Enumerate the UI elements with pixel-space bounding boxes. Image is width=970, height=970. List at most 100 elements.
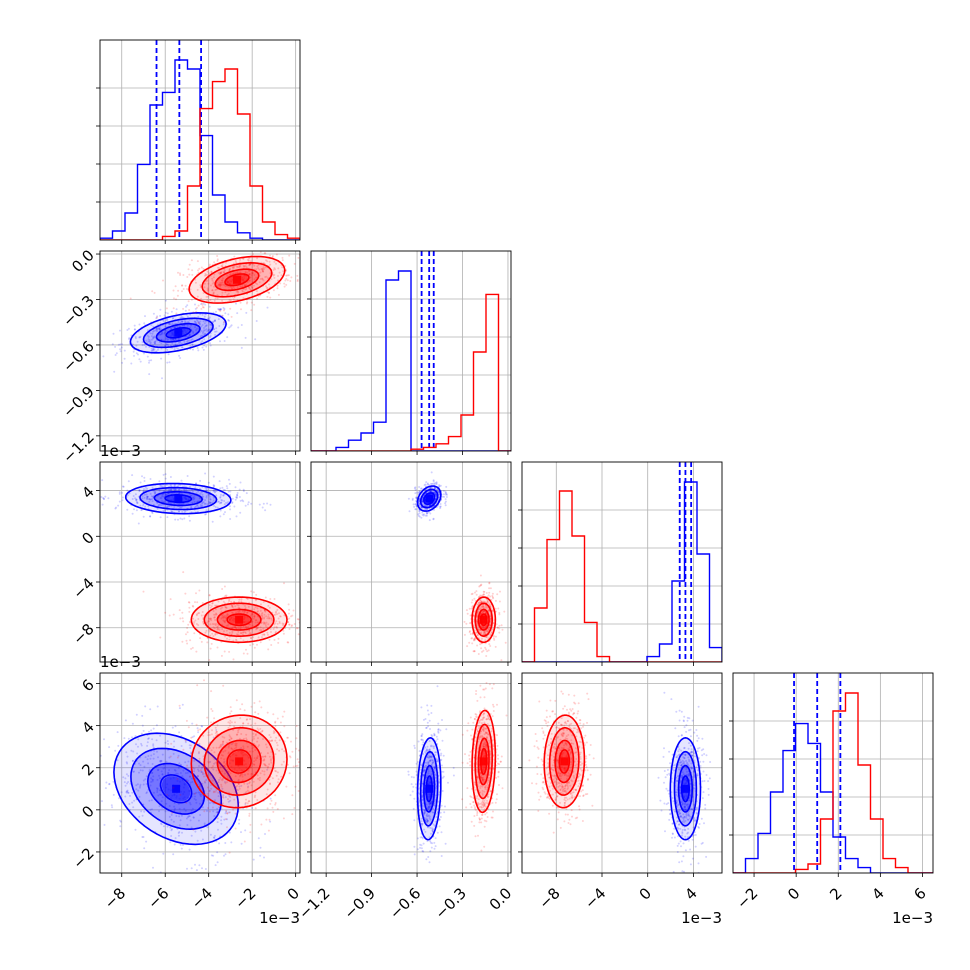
scatter-point [173, 843, 176, 846]
scatter-point [216, 861, 219, 864]
scatter-point [244, 265, 247, 268]
scatter-point [146, 497, 149, 500]
scatter-point [223, 321, 225, 323]
scatter-point [220, 271, 223, 273]
scatter-point [286, 641, 289, 644]
scatter-point [258, 700, 261, 703]
scatter-point [102, 497, 105, 499]
scatter-point [189, 345, 192, 348]
scatter-point [430, 471, 433, 474]
scatter-point [154, 492, 157, 494]
scatter-point [174, 518, 177, 521]
scatter-point [259, 846, 262, 849]
scatter-point [143, 322, 146, 325]
scatter-point [215, 327, 218, 330]
scatter-point [419, 487, 422, 490]
scatter-point [167, 492, 170, 495]
scatter-point [203, 315, 206, 318]
scatter-point [246, 271, 249, 274]
scatter-point [202, 329, 205, 332]
scatter-point [213, 717, 216, 720]
scatter-point [251, 272, 254, 275]
scatter-point [247, 269, 250, 272]
scatter-point [249, 276, 252, 279]
scatter-point [277, 293, 280, 296]
scatter-panel [407, 471, 507, 662]
scatter-point [179, 617, 182, 620]
scatter-point [248, 257, 251, 260]
scatter-point [242, 257, 245, 260]
scatter-point [183, 517, 186, 520]
scatter-point [219, 340, 221, 343]
scatter-point [139, 335, 142, 338]
scatter-point [221, 262, 224, 265]
histogram-series-0 [311, 270, 511, 451]
scatter-point [227, 501, 230, 504]
scatter-point [504, 641, 507, 644]
scatter-point [181, 617, 184, 620]
scatter-point [237, 290, 239, 293]
scatter-point [190, 298, 193, 301]
scatter-point [143, 480, 146, 482]
scatter-point [235, 302, 237, 305]
scatter-point [133, 508, 135, 511]
scatter-point [179, 274, 182, 276]
scatter-point [206, 330, 209, 333]
scatter-point [188, 309, 191, 311]
scatter-point [111, 343, 114, 346]
scatter-point [411, 499, 414, 501]
scatter-point [131, 498, 134, 500]
scatter-point [224, 312, 227, 315]
scatter-point [432, 482, 435, 485]
scatter-point [444, 504, 447, 507]
scatter-point [287, 612, 290, 615]
scatter-point [115, 506, 118, 509]
scatter-point [225, 809, 228, 812]
scatter-point [171, 338, 174, 341]
scatter-point [146, 495, 149, 498]
scatter-point [112, 793, 115, 796]
scatter-point [416, 761, 419, 763]
scatter-point [250, 502, 253, 505]
scatter-point [415, 503, 417, 506]
scatter-point [212, 475, 215, 478]
scatter-point [273, 276, 276, 279]
scatter-point [463, 633, 466, 636]
scatter-point [262, 502, 265, 505]
scatter-point [198, 864, 201, 867]
scatter-point [261, 270, 264, 273]
scatter-point [240, 324, 243, 326]
scatter-point [255, 276, 257, 279]
scatter-point [127, 480, 130, 483]
scatter-point [229, 490, 232, 493]
scatter-point [423, 874, 425, 876]
scatter-point [247, 503, 249, 506]
scatter-point [315, 630, 317, 632]
scatter-point [184, 592, 187, 595]
scatter-point [200, 302, 203, 305]
histogram-panel [522, 462, 722, 662]
scatter-point [144, 489, 147, 492]
scatter-point [123, 349, 126, 352]
scatter-point [266, 807, 269, 810]
scatter-point [250, 590, 253, 593]
scatter-point [171, 811, 173, 814]
scatter-point [169, 755, 172, 758]
scatter-point [282, 632, 285, 635]
scatter-point [160, 342, 163, 345]
scatter-point [245, 283, 248, 286]
scatter-point [426, 709, 429, 712]
scatter-point [293, 242, 295, 244]
scatter-point [155, 317, 158, 320]
scatter-point [177, 518, 179, 521]
scatter-point [155, 327, 158, 330]
scatter-point [104, 495, 107, 498]
scatter-point [141, 344, 144, 347]
scatter-point [206, 270, 209, 273]
scatter-point [142, 590, 145, 593]
scatter-point [283, 244, 285, 246]
scatter-point [219, 271, 222, 274]
scatter-point [162, 852, 165, 855]
scatter-point [131, 736, 133, 739]
scatter-point [113, 370, 116, 373]
